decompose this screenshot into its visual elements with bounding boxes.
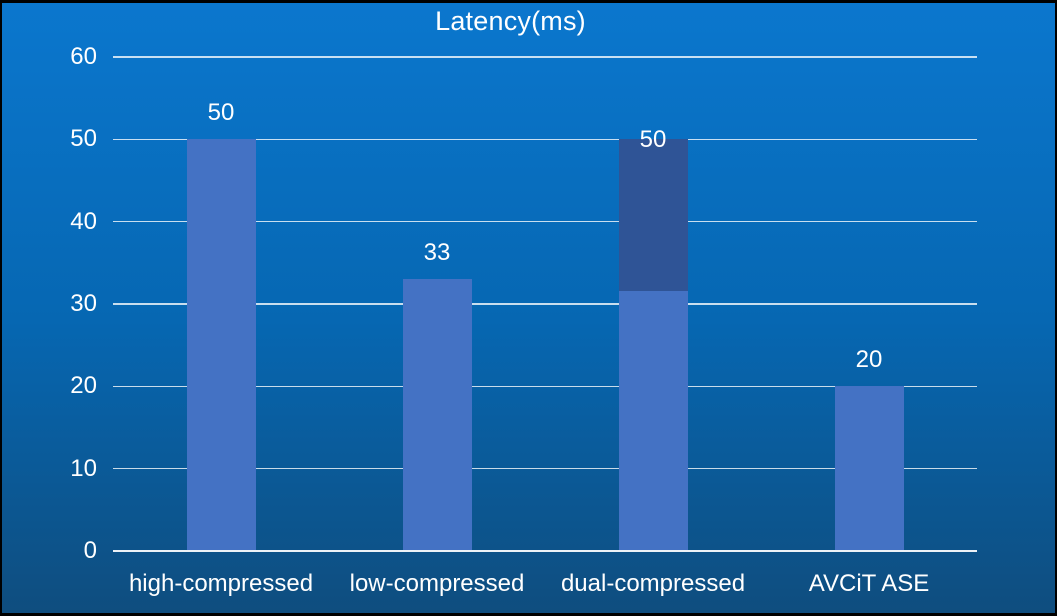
x-category-label-high-compressed: high-compressed	[128, 570, 314, 597]
gridline-10	[113, 467, 977, 470]
y-tick-label-20: 20	[70, 372, 97, 400]
x-category-label-dual-compressed: dual-compressed	[560, 570, 746, 597]
gridline-40	[113, 220, 977, 223]
bar-segment-latency-lower-segment-low-compressed	[402, 279, 472, 551]
y-tick-label-60: 60	[70, 43, 97, 70]
bar-segment-latency-lower-segment-AVCiT ASE	[834, 386, 904, 551]
bar-segment-latency-lower-segment-high-compressed	[186, 139, 256, 551]
x-axis-line	[113, 550, 977, 552]
gridline-30	[113, 303, 977, 305]
y-tick-label-10: 10	[70, 454, 97, 482]
bar-value-label-dual-compressed: 50	[639, 126, 667, 154]
x-category-label-AVCiT ASE: AVCiT ASE	[808, 570, 930, 597]
x-category-label-low-compressed: low-compressed	[349, 570, 525, 597]
bar-value-label-high-compressed: 50	[207, 99, 235, 127]
bar-value-label-low-compressed: 33	[423, 239, 451, 267]
y-tick-label-50: 50	[70, 125, 97, 153]
gridline-50	[113, 138, 977, 141]
y-tick-label-30: 30	[70, 290, 97, 317]
gridline-20	[113, 385, 977, 388]
bar-segment-latency-upper-segment-dual-compressed	[618, 139, 688, 291]
chart-title: Latency(ms)	[435, 6, 586, 36]
gridline-60	[113, 56, 977, 58]
y-tick-label-40: 40	[70, 207, 97, 235]
bar-segment-latency-lower-segment-dual-compressed	[618, 290, 688, 551]
y-tick-label-0: 0	[83, 537, 97, 564]
bar-value-label-AVCiT ASE: 20	[855, 346, 883, 374]
